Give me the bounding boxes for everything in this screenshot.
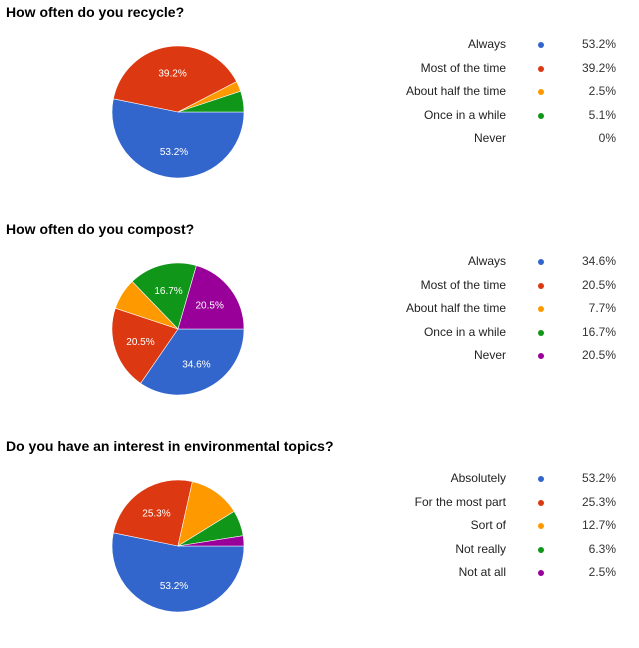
pie-slice <box>111 98 245 179</box>
legend-label: Once in a while <box>423 107 506 122</box>
slice-label: 20.5% <box>195 301 223 312</box>
legend-dot <box>538 136 544 142</box>
pie-recycle: 53.2% 39.2% <box>111 45 245 179</box>
legend-percent: 20.5% <box>581 348 616 362</box>
legend-label: Most of the time <box>420 277 506 292</box>
chart-recycle: How often do you recycle? 53.2% 39.2% Alw… <box>0 4 639 214</box>
legend-item: Most of the time 39.2% <box>360 58 620 82</box>
legend-compost: Always 34.6% Most of the time 20.5% Abou… <box>360 251 620 369</box>
chart-compost: How often do you compost? 34.6% 20.5% 16.7… <box>0 221 639 431</box>
legend-dot <box>538 353 544 359</box>
legend-recycle: Always 53.2% Most of the time 39.2% Abou… <box>360 34 620 152</box>
legend-dot <box>538 523 544 529</box>
legend-item: About half the time 2.5% <box>360 81 620 105</box>
pie-slice <box>111 307 179 384</box>
chart-interest: Do you have an interest in environmental… <box>0 438 639 648</box>
pie-interest: 53.2% 25.3% <box>111 479 245 613</box>
slice-label: 53.2% <box>160 147 188 158</box>
legend-percent: 53.2% <box>581 37 616 51</box>
legend-dot <box>538 570 544 576</box>
legend-label: About half the time <box>405 84 506 98</box>
legend-label: About half the time <box>405 301 506 315</box>
legend-item: Always 53.2% <box>360 34 620 58</box>
legend-dot <box>538 476 544 482</box>
legend-percent: 12.7% <box>581 518 616 532</box>
legend-percent: 7.7% <box>588 301 616 315</box>
legend-label: Never <box>473 131 506 145</box>
legend-item: Absolutely 53.2% <box>360 468 620 492</box>
legend-item: Not really 6.3% <box>360 539 620 563</box>
legend-item: Never 0% <box>360 128 620 152</box>
pie-slice <box>112 479 193 547</box>
legend-item: About half the time 7.7% <box>360 298 620 322</box>
pie-slice <box>177 90 245 113</box>
legend-dot <box>538 65 544 72</box>
legend-percent: 53.2% <box>581 471 616 485</box>
legend-dot <box>538 42 544 48</box>
pie-slice <box>177 265 245 330</box>
legend-dot <box>538 112 544 119</box>
legend-dot <box>538 282 544 289</box>
legend-label: Never <box>473 348 506 362</box>
legend-interest: Absolutely 53.2% For the most part 25.3%… <box>360 468 620 586</box>
legend-dot <box>538 546 544 553</box>
slice-label: 20.5% <box>126 337 154 348</box>
legend-percent: 2.5% <box>588 84 616 98</box>
legend-label: Once in a while <box>423 324 506 339</box>
legend-percent: 2.5% <box>588 565 616 579</box>
legend-dot <box>538 499 544 506</box>
legend-label: Sort of <box>470 518 506 532</box>
legend-label: Always <box>467 254 506 268</box>
legend-label: Not really <box>455 541 506 556</box>
legend-dot <box>538 89 544 95</box>
slice-label: 39.2% <box>158 68 186 79</box>
legend-percent: 5.1% <box>588 107 616 122</box>
legend-label: Always <box>467 37 506 51</box>
legend-item: For the most part 25.3% <box>360 492 620 516</box>
legend-label: Most of the time <box>420 60 506 75</box>
pie-compost: 34.6% 20.5% 16.7% 20.5% <box>111 262 245 396</box>
legend-percent: 0% <box>598 131 616 145</box>
legend-percent: 25.3% <box>581 494 616 509</box>
legend-item: Always 34.6% <box>360 251 620 275</box>
slice-label: 16.7% <box>154 286 182 297</box>
legend-dot <box>538 306 544 312</box>
pie-slice <box>111 532 245 613</box>
legend-label: Absolutely <box>450 471 506 485</box>
legend-dot <box>538 329 544 336</box>
legend-percent: 39.2% <box>581 60 616 75</box>
pie-slice <box>140 328 245 396</box>
pie-slice <box>112 45 238 113</box>
legend-item: Sort of 12.7% <box>360 515 620 539</box>
legend-percent: 6.3% <box>588 541 616 556</box>
chart-title: How often do you compost? <box>6 221 195 237</box>
slice-label: 25.3% <box>142 508 170 519</box>
legend-item: Never 20.5% <box>360 345 620 369</box>
pie-slice <box>177 535 245 547</box>
legend-item: Once in a while 16.7% <box>360 322 620 346</box>
chart-title: How often do you recycle? <box>6 4 185 20</box>
slice-label: 53.2% <box>160 581 188 592</box>
legend-percent: 34.6% <box>581 254 616 268</box>
legend-item: Once in a while 5.1% <box>360 105 620 129</box>
legend-label: Not at all <box>458 565 506 579</box>
legend-label: For the most part <box>414 494 506 509</box>
slice-label: 34.6% <box>182 360 210 371</box>
legend-percent: 20.5% <box>581 277 616 292</box>
pie-slice <box>131 262 197 330</box>
legend-percent: 16.7% <box>581 324 616 339</box>
legend-item: Not at all 2.5% <box>360 562 620 586</box>
chart-title: Do you have an interest in environmental… <box>6 438 334 454</box>
legend-dot <box>538 259 544 265</box>
legend-item: Most of the time 20.5% <box>360 275 620 299</box>
